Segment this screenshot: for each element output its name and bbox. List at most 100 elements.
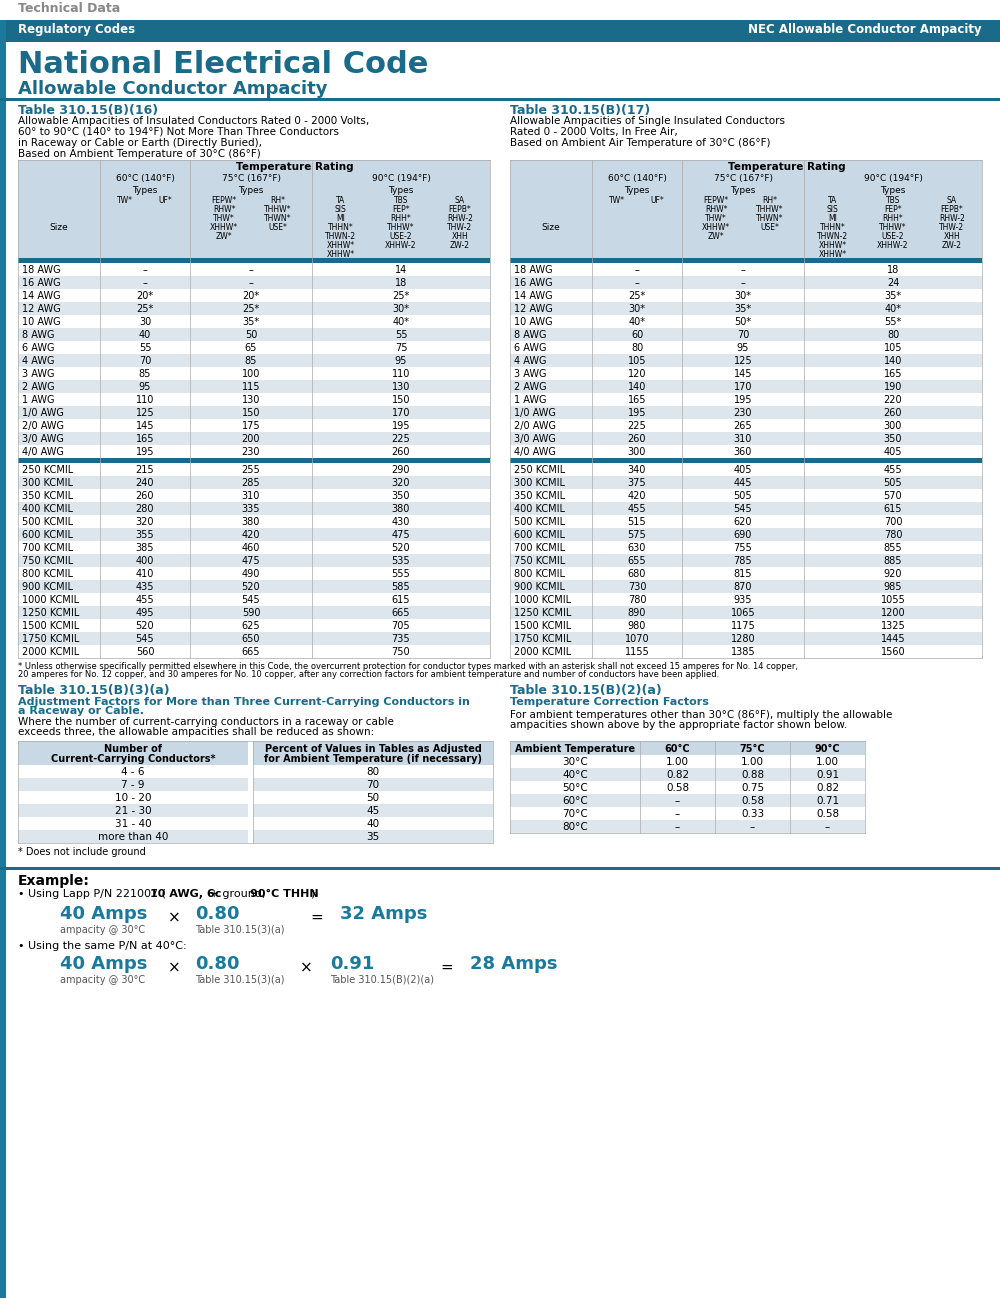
Bar [253, 778, 493, 790]
Text: 8 AWG: 8 AWG [22, 330, 54, 340]
Bar [640, 741, 715, 755]
Text: –: – [675, 809, 680, 819]
Text: –: – [675, 796, 680, 806]
Text: 45: 45 [366, 806, 380, 816]
Text: 400: 400 [136, 556, 154, 566]
Text: 890: 890 [628, 607, 646, 618]
Text: 105: 105 [884, 343, 902, 353]
Text: 90°C (194°F): 90°C (194°F) [372, 174, 430, 183]
Text: ×: × [168, 910, 181, 925]
Bar [715, 755, 790, 768]
Text: 380: 380 [242, 517, 260, 527]
Text: exceeds three, the allowable ampacities shall be reduced as shown:: exceeds three, the allowable ampacities … [18, 727, 374, 737]
Text: ZW-2: ZW-2 [942, 241, 962, 251]
Bar [18, 645, 490, 658]
Bar [640, 781, 715, 794]
Text: 360: 360 [734, 447, 752, 457]
Text: 555: 555 [392, 569, 410, 579]
Text: ampacities shown above by the appropriate factor shown below.: ampacities shown above by the appropriat… [510, 720, 847, 729]
Bar [0, 19, 1000, 42]
Text: 700 KCMIL: 700 KCMIL [514, 543, 565, 553]
Text: THW*: THW* [213, 214, 235, 223]
Bar [510, 567, 982, 580]
Text: 60°C: 60°C [562, 796, 588, 806]
Bar [510, 593, 982, 606]
Text: 215: 215 [136, 465, 154, 475]
Text: Table 310.15(B)(2)(a): Table 310.15(B)(2)(a) [510, 684, 662, 697]
Text: 6 AWG: 6 AWG [22, 343, 54, 353]
Text: 10 AWG: 10 AWG [514, 317, 553, 327]
Bar [100, 186, 190, 195]
Bar [510, 231, 592, 240]
Text: Types: Types [238, 186, 264, 195]
Text: 1250 KCMIL: 1250 KCMIL [22, 607, 79, 618]
Text: 50: 50 [366, 793, 380, 803]
Bar [640, 794, 715, 807]
Text: TW*: TW* [117, 196, 133, 205]
Bar [18, 502, 490, 515]
Text: 755: 755 [734, 543, 752, 553]
Text: 20*: 20* [136, 291, 154, 301]
Text: 75°C: 75°C [740, 744, 765, 754]
Bar [18, 778, 248, 790]
Bar [18, 249, 100, 258]
Text: 505: 505 [884, 478, 902, 488]
Text: Types: Types [132, 186, 158, 195]
Bar [18, 803, 248, 816]
Bar [510, 289, 982, 302]
Bar [804, 186, 982, 195]
Text: Temperature Rating: Temperature Rating [236, 162, 354, 173]
Bar [100, 231, 190, 240]
Bar [18, 302, 490, 315]
Text: Adjustment Factors for More than Three Current-Carrying Conductors in: Adjustment Factors for More than Three C… [18, 697, 470, 707]
Bar [190, 213, 312, 222]
Text: 85: 85 [139, 369, 151, 379]
Text: 1385: 1385 [731, 646, 755, 657]
Text: 21 - 30: 21 - 30 [115, 806, 151, 816]
Bar [100, 195, 190, 204]
Text: 900 KCMIL: 900 KCMIL [514, 582, 565, 592]
Bar [510, 263, 982, 276]
Text: Table 310.15(3)(a): Table 310.15(3)(a) [195, 975, 285, 985]
Text: 0.80: 0.80 [195, 905, 240, 923]
Text: 6 AWG: 6 AWG [514, 343, 546, 353]
Text: 195: 195 [628, 408, 646, 418]
Text: THW-2: THW-2 [447, 223, 472, 232]
Text: 490: 490 [242, 569, 260, 579]
Text: 165: 165 [136, 434, 154, 444]
Text: 800 KCMIL: 800 KCMIL [22, 569, 73, 579]
Bar [510, 258, 982, 263]
Text: 14: 14 [395, 265, 407, 275]
Text: 280: 280 [136, 504, 154, 514]
Text: THW*: THW* [705, 214, 727, 223]
Bar [640, 807, 715, 820]
Bar [18, 195, 100, 204]
Bar [790, 741, 865, 755]
Text: 165: 165 [628, 395, 646, 405]
Bar [510, 445, 982, 458]
Bar [190, 240, 312, 249]
Bar [804, 222, 982, 231]
Text: 505: 505 [734, 491, 752, 501]
Text: –: – [143, 265, 147, 275]
Bar [510, 781, 640, 794]
Text: 1070: 1070 [625, 633, 649, 644]
Text: 70°C: 70°C [562, 809, 588, 819]
Text: –: – [741, 265, 745, 275]
Text: ×: × [300, 961, 313, 975]
Text: Allowable Ampacities of Insulated Conductors Rated 0 - 2000 Volts,: Allowable Ampacities of Insulated Conduc… [18, 116, 369, 126]
Bar [510, 406, 982, 419]
Text: 40 Amps: 40 Amps [60, 905, 147, 923]
Bar [592, 173, 682, 186]
Bar [100, 204, 190, 213]
Bar [190, 195, 312, 204]
Bar [312, 204, 490, 213]
Text: 115: 115 [242, 382, 260, 392]
Text: 18 AWG: 18 AWG [22, 265, 61, 275]
Text: 690: 690 [734, 530, 752, 540]
Text: 4 AWG: 4 AWG [22, 356, 54, 366]
Text: 95: 95 [139, 382, 151, 392]
Bar [100, 173, 190, 186]
Text: 80: 80 [631, 343, 643, 353]
Text: UF*: UF* [650, 196, 664, 205]
